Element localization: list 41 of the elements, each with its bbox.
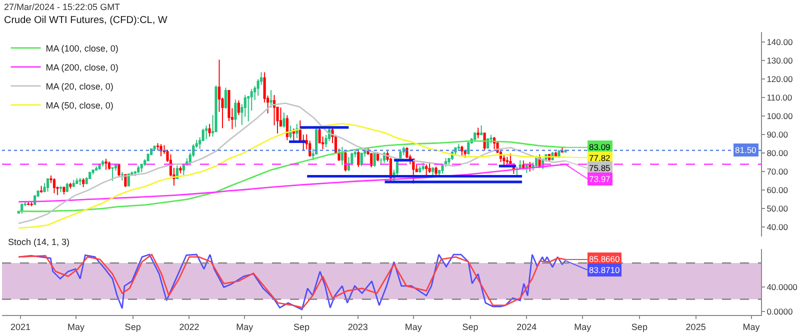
x-tick-label: Sep — [462, 322, 478, 332]
x-tick-label: 2022 — [179, 322, 200, 332]
data-label: 83.09 — [589, 142, 611, 152]
y-tick-label: 140.00 — [766, 37, 793, 48]
y-tick-label: 40.00 — [766, 222, 788, 232]
x-tick-label: May — [404, 322, 422, 332]
x-tick-label: May — [742, 322, 760, 332]
data-label: 85.8660 — [589, 254, 620, 264]
y-tick-label: 90.00 — [766, 130, 788, 140]
data-label: 75.85 — [589, 163, 611, 173]
ref-line-label: 81.50 — [735, 145, 757, 155]
y-tick-label: 120.00 — [766, 74, 793, 84]
data-label: 77.82 — [589, 153, 611, 163]
y-tick-label: 40.0000 — [766, 282, 798, 292]
y-tick-label: 100.00 — [766, 111, 793, 122]
x-tick-label: Sep — [124, 322, 141, 332]
chart-title: Crude Oil WTI Futures, (CFD):CL, W — [4, 15, 168, 26]
x-tick-label: May — [236, 322, 254, 332]
chart-title: Stoch (14, 1, 3) — [8, 237, 70, 247]
x-tick-label: 2023 — [348, 322, 368, 332]
x-tick-label: May — [574, 322, 592, 332]
y-tick-label: 70.00 — [766, 166, 788, 177]
y-tick-label: 130.00 — [766, 56, 793, 66]
legend-label: MA (100, close, 0) — [46, 43, 118, 54]
x-tick-label: 2025 — [686, 322, 706, 332]
x-tick-label: 2024 — [516, 322, 537, 332]
y-tick-label: 60.00 — [766, 185, 788, 196]
y-tick-label: 0.0000 — [766, 306, 793, 316]
text: 27/Mar/2024 - 15:22:05 GMT — [4, 2, 121, 12]
x-tick-label: May — [67, 322, 85, 332]
y-tick-label: 80.00 — [766, 148, 788, 158]
x-tick-label: Sep — [294, 322, 310, 332]
data-label: 83.8710 — [589, 265, 620, 275]
legend-label: MA (50, close, 0) — [46, 100, 114, 110]
legend-label: MA (20, close, 0) — [46, 81, 114, 92]
y-tick-label: 50.00 — [766, 204, 788, 214]
x-tick-label: Sep — [631, 322, 648, 332]
data-label: 73.97 — [589, 174, 611, 184]
x-tick-label: 2021 — [10, 322, 31, 332]
y-tick-label: 110.00 — [766, 92, 792, 103]
legend-label: MA (200, close, 0) — [46, 62, 118, 72]
